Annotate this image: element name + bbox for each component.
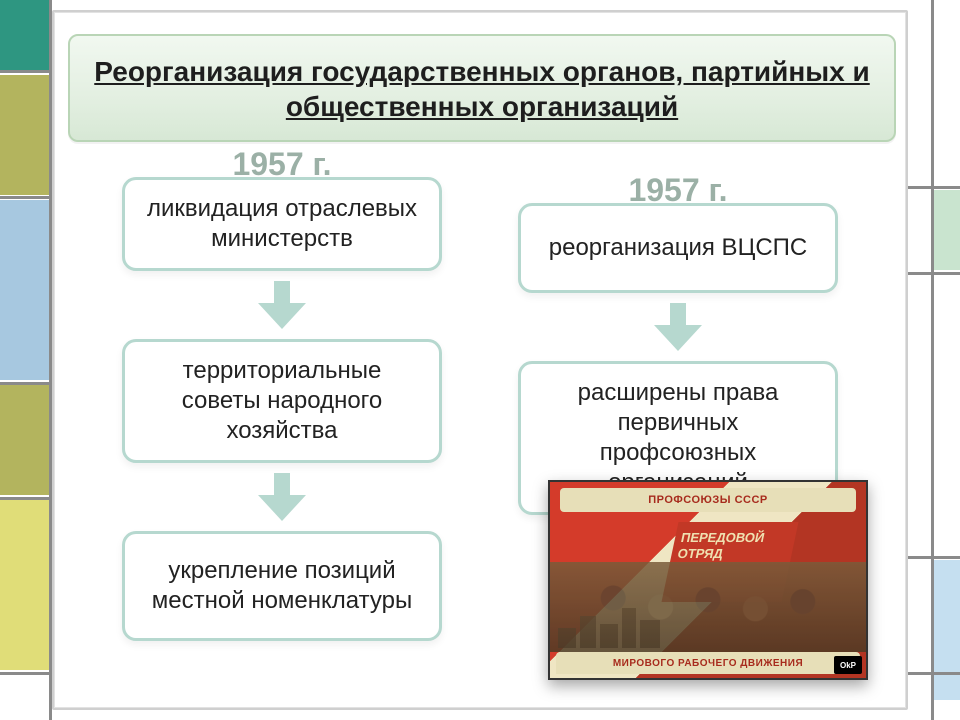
poster-banner-top: ПРОФСОЮЗЫ СССР [560,488,856,512]
arrow-down-icon [654,303,702,351]
arrow-down-icon [258,281,306,329]
left-node-2-text: территориальные советы народного хозяйст… [143,356,421,446]
poster-watermark: OkP [834,656,862,674]
left-node-3: укрепление позиций местной номенклатуры [122,531,442,641]
left-node-2: территориальные советы народного хозяйст… [122,339,442,463]
poster-crowd [550,562,866,652]
right-node-1: реорганизация ВЦСПС [518,203,838,293]
arrow-down-icon [258,473,306,521]
left-column: 1957 г. ликвидация отраслевых министерст… [104,142,460,698]
poster-flag-line2: ОТРЯД [676,546,787,562]
left-node-1: ликвидация отраслевых министерств [122,177,442,271]
poster-image: ПРОФСОЮЗЫ СССР ПЕРЕДОВОЙ ОТРЯД МИРОВОГО … [548,480,868,680]
left-node-1-text: ликвидация отраслевых министерств [143,194,421,254]
slide-title: Реорганизация государственных органов, п… [68,34,896,142]
right-node-1-text: реорганизация ВЦСПС [549,233,807,263]
poster-banner-bottom: МИРОВОГО РАБОЧЕГО ДВИЖЕНИЯ [556,652,860,674]
title-text: Реорганизация государственных органов, п… [94,56,869,122]
slide-canvas: Реорганизация государственных органов, п… [52,10,908,710]
poster-flag-line1: ПЕРЕДОВОЙ [679,530,790,546]
left-node-3-text: укрепление позиций местной номенклатуры [143,556,421,616]
